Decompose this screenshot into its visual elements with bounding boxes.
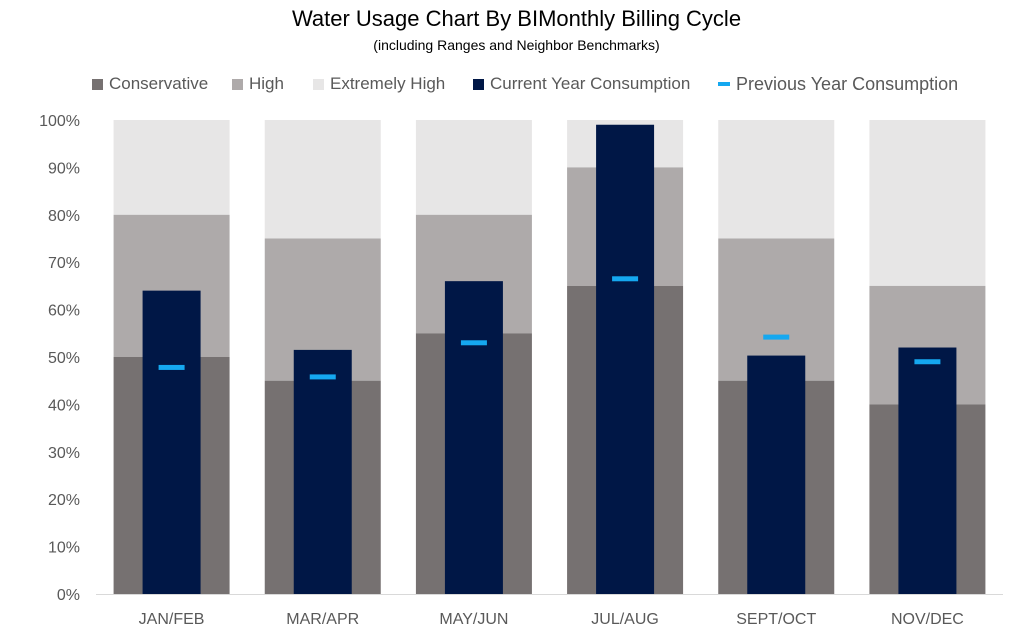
y-tick-label-90: 90%: [48, 160, 80, 177]
chart-title: Water Usage Chart By BIMonthly Billing C…: [291, 6, 742, 31]
marker-previous-year-sept-oct: [763, 334, 790, 340]
x-tick-label-jan-feb: JAN/FEB: [139, 611, 205, 628]
bar-current-year-jan-feb: [142, 290, 201, 594]
legend-item-conservative: Conservative: [92, 73, 208, 95]
x-tick-label-nov-dec: NOV/DEC: [891, 611, 964, 628]
bar-current-year-sept-oct: [747, 355, 806, 594]
chart-subtitle: (including Ranges and Neighbor Benchmark…: [373, 37, 660, 53]
legend-label-previous-year: Previous Year Consumption: [736, 73, 959, 94]
bar-current-year-may-jun: [444, 281, 503, 594]
bar-extremely-high-nov-dec: [869, 120, 986, 286]
legend-label-high: High: [249, 74, 284, 93]
bar-extremely-high-may-jun: [415, 120, 532, 215]
legend-item-extremely-high: Extremely High: [313, 73, 445, 95]
marker-previous-year-may-jun: [460, 340, 487, 346]
x-tick-label-sept-oct: SEPT/OCT: [736, 611, 816, 628]
marker-previous-year-jul-aug: [612, 276, 639, 282]
legend-label-current-year: Current Year Consumption: [490, 74, 691, 93]
bar-extremely-high-sept-oct: [718, 120, 835, 239]
y-tick-label-50: 50%: [48, 350, 80, 367]
bar-current-year-mar-apr: [293, 349, 352, 594]
legend-swatch-previous-year: [718, 82, 730, 86]
legend-item-current-year: Current Year Consumption: [473, 73, 690, 95]
bar-extremely-high-mar-apr: [264, 120, 381, 239]
bar-current-year-nov-dec: [898, 347, 957, 594]
legend-item-high: High: [232, 73, 284, 95]
y-tick-label-70: 70%: [48, 255, 80, 272]
y-tick-label-60: 60%: [48, 303, 80, 320]
y-tick-label-30: 30%: [48, 445, 80, 462]
bar-current-year-jul-aug: [596, 124, 655, 595]
y-tick-label-40: 40%: [48, 397, 80, 414]
y-tick-label-0: 0%: [57, 587, 80, 604]
legend-swatch-current-year: [473, 78, 484, 90]
x-tick-label-jul-aug: JUL/AUG: [591, 611, 659, 628]
bar-extremely-high-jan-feb: [113, 120, 230, 215]
legend-swatch-conservative: [92, 78, 103, 90]
y-tick-label-20: 20%: [48, 492, 80, 509]
legend-label-conservative: Conservative: [109, 74, 209, 93]
x-tick-label-mar-apr: MAR/APR: [286, 611, 359, 628]
marker-previous-year-nov-dec: [914, 359, 941, 365]
legend-label-extremely-high: Extremely High: [330, 74, 446, 93]
legend: Conservative High Extremely High Current…: [0, 73, 1033, 95]
legend-item-previous-year: Previous Year Consumption: [718, 73, 958, 95]
y-tick-label-80: 80%: [48, 208, 80, 225]
y-tick-label-10: 10%: [48, 540, 80, 557]
x-tick-label-may-jun: MAY/JUN: [439, 611, 508, 628]
legend-swatch-high: [232, 78, 243, 90]
marker-previous-year-jan-feb: [158, 364, 185, 370]
y-tick-label-100: 100%: [39, 113, 80, 130]
marker-previous-year-mar-apr: [309, 374, 336, 380]
legend-swatch-extremely-high: [313, 78, 324, 90]
